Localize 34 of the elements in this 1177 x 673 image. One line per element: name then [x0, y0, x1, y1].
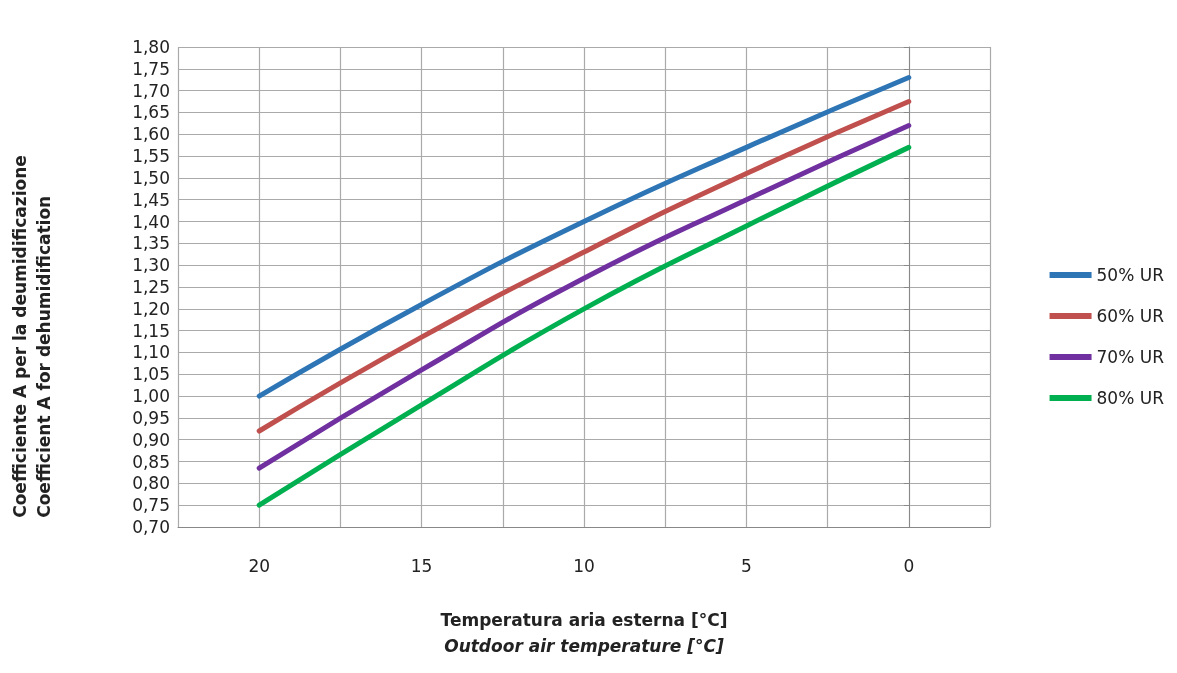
y-tick-label: 1,40 — [132, 211, 170, 232]
y-tick-label: 0,90 — [132, 429, 170, 450]
legend-label: 50% UR — [1096, 265, 1165, 285]
legend-label: 80% UR — [1096, 388, 1165, 408]
y-axis-title: Coefficiente A per la deumidificazione Coefficient A for dehumidification — [10, 155, 54, 518]
y-tick-label: 1,00 — [132, 386, 170, 407]
y-tick-label: 1,35 — [132, 233, 170, 254]
x-tick-label: 10 — [573, 555, 595, 576]
legend-label: 70% UR — [1096, 347, 1165, 367]
y-tick-label: 1,60 — [132, 124, 170, 145]
y-tick-label: 1,65 — [132, 102, 170, 123]
x-tick-label: 0 — [903, 555, 915, 576]
x-tick-label: 15 — [410, 555, 433, 576]
y-tick-label: 0,85 — [132, 451, 170, 472]
y-tick-label: 0,75 — [132, 495, 170, 516]
x-tick-label: 20 — [248, 555, 271, 576]
x-tick-label: 5 — [740, 555, 752, 576]
y-tick-label: 0,80 — [132, 473, 170, 494]
y-tick-label: 1,50 — [132, 167, 170, 188]
y-tick-label: 1,05 — [132, 364, 170, 385]
y-tick-label: 1,15 — [132, 320, 170, 341]
y-tick-label: 1,70 — [132, 80, 170, 101]
legend-label: 60% UR — [1096, 306, 1165, 326]
y-tick-label: 0,70 — [132, 517, 170, 537]
y-tick-label: 1,25 — [132, 277, 170, 297]
y-tick-label: 1,30 — [132, 255, 170, 276]
y-tick-label: 1,20 — [132, 298, 170, 319]
y-tick-label: 1,75 — [132, 58, 170, 79]
y-tick-label: 0,95 — [132, 407, 170, 428]
x-axis-title: Temperatura aria esterna [°C] Outdoor air temperature [°C] — [440, 610, 728, 656]
y-tick-label: 1,45 — [132, 189, 170, 210]
y-tick-label: 1,10 — [132, 342, 170, 363]
y-tick-label: 1,80 — [132, 37, 170, 57]
y-tick-label: 1,55 — [132, 146, 170, 167]
